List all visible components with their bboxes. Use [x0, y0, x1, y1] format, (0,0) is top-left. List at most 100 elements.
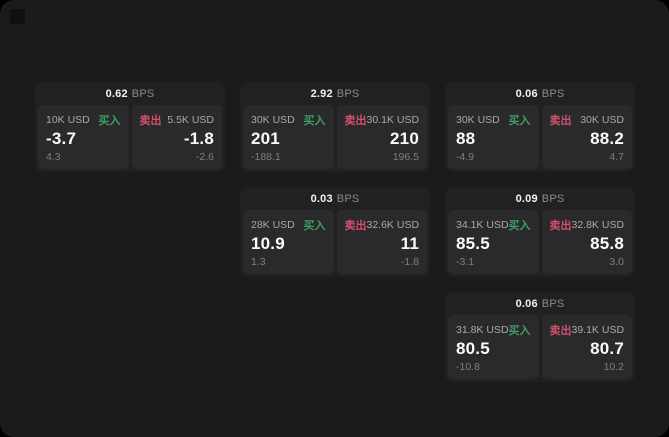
spread-value: 0.62	[105, 87, 128, 100]
sell-amount: 30K USD	[580, 114, 624, 126]
buy-label: 买入	[508, 115, 531, 127]
sell-panel[interactable]: 卖出 30.1K USD 210 196.5	[336, 105, 427, 169]
buy-price: 85.5	[456, 234, 490, 254]
sell-price: 80.7	[590, 339, 624, 359]
spread-header: 0.03 BPS	[240, 187, 430, 210]
sell-change: 3.0	[609, 256, 624, 268]
sell-price: -1.8	[183, 129, 214, 149]
buy-amount: 31.8K USD	[456, 324, 509, 336]
sell-panel-top: 卖出 32.6K USD	[345, 217, 420, 233]
buy-amount: 30K USD	[251, 114, 295, 126]
sell-panel[interactable]: 卖出 32.6K USD 11 -1.8	[336, 210, 427, 274]
sell-price: 85.8	[590, 234, 624, 254]
buy-label: 买入	[303, 220, 326, 232]
buy-label: 买入	[98, 115, 121, 127]
buy-price: 88	[456, 129, 476, 149]
sell-label: 卖出	[549, 220, 572, 232]
sell-panel[interactable]: 卖出 30K USD 88.2 4.7	[541, 105, 632, 169]
sell-amount: 32.6K USD	[366, 219, 420, 231]
buy-amount: 28K USD	[251, 219, 295, 231]
sell-label: 卖出	[549, 325, 572, 337]
quote-panels: 30K USD 买入 88 -4.9 卖出 30K USD 88.2 4.7	[445, 105, 635, 172]
sell-panel-top: 卖出 30K USD	[550, 112, 625, 128]
sell-change: 10.2	[603, 361, 624, 373]
sell-label: 卖出	[344, 115, 367, 127]
spread-unit: BPS	[541, 192, 565, 205]
sell-amount: 32.8K USD	[571, 219, 625, 231]
buy-panel[interactable]: 28K USD 买入 10.9 1.3	[243, 210, 334, 274]
buy-panel[interactable]: 31.8K USD 买入 80.5 -10.8	[448, 315, 539, 379]
quote-panels: 34.1K USD 买入 85.5 -3.1 卖出 32.8K USD 85.8…	[445, 210, 635, 277]
spread-header: 0.06 BPS	[445, 292, 635, 315]
spread-value: 0.06	[515, 297, 538, 310]
sell-label: 卖出	[139, 115, 162, 127]
buy-label: 买入	[508, 220, 531, 232]
sell-price: 88.2	[590, 129, 624, 149]
buy-label: 买入	[303, 115, 326, 127]
sell-panel-top: 卖出 5.5K USD	[140, 112, 215, 128]
quote-cards-grid: 0.62 BPS 10K USD 买入 -3.7 4.3 卖出 5.5K USD…	[35, 82, 635, 382]
buy-change: -10.8	[456, 361, 480, 373]
spread-unit: BPS	[541, 297, 565, 310]
buy-change: -3.1	[456, 256, 475, 268]
sell-change: 4.7	[609, 151, 624, 163]
buy-change: -4.9	[456, 151, 475, 163]
spread-value: 0.06	[515, 87, 538, 100]
buy-price: 80.5	[456, 339, 490, 359]
buy-amount: 34.1K USD	[456, 219, 509, 231]
sell-panel[interactable]: 卖出 5.5K USD -1.8 -2.6	[131, 105, 222, 169]
spread-unit: BPS	[336, 192, 360, 205]
spread-value: 0.09	[515, 192, 538, 205]
sell-amount: 5.5K USD	[167, 114, 214, 126]
quote-card: 0.62 BPS 10K USD 买入 -3.7 4.3 卖出 5.5K USD…	[35, 82, 225, 172]
spread-header: 0.62 BPS	[35, 82, 225, 105]
sell-panel[interactable]: 卖出 32.8K USD 85.8 3.0	[541, 210, 632, 274]
sell-change: -2.6	[195, 151, 214, 163]
spread-value: 2.92	[310, 87, 333, 100]
sell-panel-top: 卖出 30.1K USD	[345, 112, 420, 128]
buy-panel[interactable]: 10K USD 买入 -3.7 4.3	[38, 105, 129, 169]
buy-panel-top: 30K USD 买入	[456, 112, 531, 128]
quote-panels: 30K USD 买入 201 -188.1 卖出 30.1K USD 210 1…	[240, 105, 430, 172]
app-logo-icon	[10, 9, 25, 24]
buy-panel-top: 30K USD 买入	[251, 112, 326, 128]
quote-card: 0.09 BPS 34.1K USD 买入 85.5 -3.1 卖出 32.8K…	[445, 187, 635, 277]
buy-amount: 30K USD	[456, 114, 500, 126]
buy-panel[interactable]: 30K USD 买入 88 -4.9	[448, 105, 539, 169]
buy-panel[interactable]: 30K USD 买入 201 -188.1	[243, 105, 334, 169]
spread-header: 0.09 BPS	[445, 187, 635, 210]
sell-label: 卖出	[344, 220, 367, 232]
sell-amount: 39.1K USD	[571, 324, 625, 336]
quote-card: 0.03 BPS 28K USD 买入 10.9 1.3 卖出 32.6K US…	[240, 187, 430, 277]
sell-price: 210	[390, 129, 419, 149]
spread-unit: BPS	[541, 87, 565, 100]
buy-price: -3.7	[46, 129, 77, 149]
buy-change: 4.3	[46, 151, 61, 163]
buy-panel-top: 10K USD 买入	[46, 112, 121, 128]
buy-price: 10.9	[251, 234, 285, 254]
buy-change: -188.1	[251, 151, 281, 163]
sell-amount: 30.1K USD	[366, 114, 420, 126]
buy-amount: 10K USD	[46, 114, 90, 126]
buy-panel-top: 31.8K USD 买入	[456, 322, 531, 338]
spread-header: 2.92 BPS	[240, 82, 430, 105]
spread-unit: BPS	[336, 87, 360, 100]
spread-unit: BPS	[131, 87, 155, 100]
quote-card: 2.92 BPS 30K USD 买入 201 -188.1 卖出 30.1K …	[240, 82, 430, 172]
quote-panels: 10K USD 买入 -3.7 4.3 卖出 5.5K USD -1.8 -2.…	[35, 105, 225, 172]
buy-panel[interactable]: 34.1K USD 买入 85.5 -3.1	[448, 210, 539, 274]
sell-change: -1.8	[400, 256, 419, 268]
sell-panel-top: 卖出 39.1K USD	[550, 322, 625, 338]
quote-card: 0.06 BPS 31.8K USD 买入 80.5 -10.8 卖出 39.1…	[445, 292, 635, 382]
quote-card: 0.06 BPS 30K USD 买入 88 -4.9 卖出 30K USD 8…	[445, 82, 635, 172]
sell-panel-top: 卖出 32.8K USD	[550, 217, 625, 233]
sell-change: 196.5	[392, 151, 419, 163]
buy-change: 1.3	[251, 256, 266, 268]
buy-panel-top: 34.1K USD 买入	[456, 217, 531, 233]
sell-panel[interactable]: 卖出 39.1K USD 80.7 10.2	[541, 315, 632, 379]
quote-panels: 28K USD 买入 10.9 1.3 卖出 32.6K USD 11 -1.8	[240, 210, 430, 277]
buy-panel-top: 28K USD 买入	[251, 217, 326, 233]
spread-value: 0.03	[310, 192, 333, 205]
quote-panels: 31.8K USD 买入 80.5 -10.8 卖出 39.1K USD 80.…	[445, 315, 635, 382]
